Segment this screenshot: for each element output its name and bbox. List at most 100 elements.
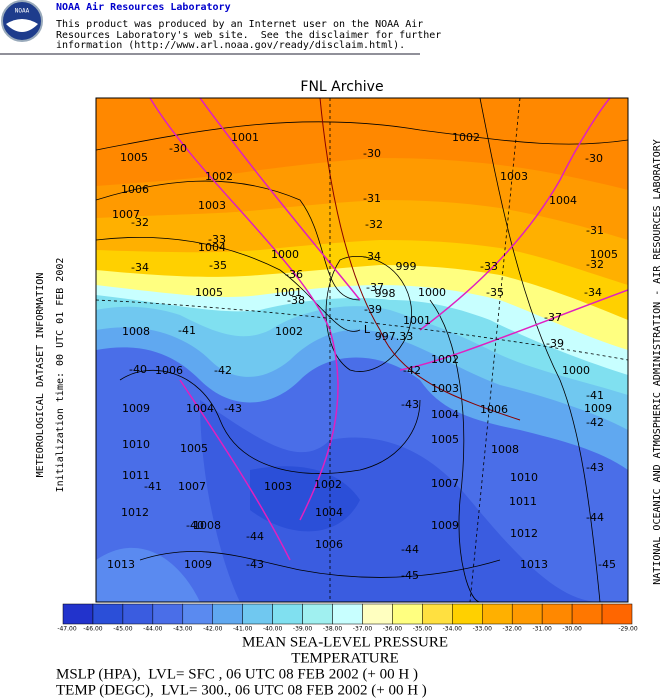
contour-label: -34	[363, 250, 381, 263]
colorbar-swatch	[62, 603, 94, 625]
contour-label: -43	[246, 558, 264, 571]
contour-label: 1003	[198, 199, 226, 212]
contour-label: -35	[486, 286, 504, 299]
contour-label: 1001	[231, 131, 259, 144]
side-label: Initialization time: 00 UTC 01 FEB 2002	[55, 258, 66, 493]
header-line: This product was produced by an Internet…	[56, 19, 423, 30]
contour-label: -31	[363, 192, 381, 205]
colorbar-label: -37.00	[353, 626, 373, 633]
contour-label: -45	[598, 558, 616, 571]
colorbar-label: -45.00	[113, 626, 133, 633]
colorbar-label: -31.00	[532, 626, 552, 633]
contour-label: -30	[585, 152, 603, 165]
contour-label: -37	[366, 281, 384, 294]
contour-label: -44	[586, 511, 604, 524]
contour-label: -42	[586, 416, 604, 429]
contour-label: 1002	[431, 353, 459, 366]
contour-label: 1010	[510, 471, 538, 484]
colorbar-swatch	[242, 603, 273, 625]
contour-label: 1004	[186, 402, 214, 415]
contour-label: 1004	[549, 194, 577, 207]
contour-label: 1008	[122, 325, 150, 338]
contour-label: 1009	[431, 519, 459, 532]
contour-label: 1008	[491, 443, 519, 456]
contour-label: L	[364, 323, 371, 336]
colorbar-label: -40.00	[263, 626, 283, 633]
contour-label: 1004	[431, 408, 459, 421]
contour-label: -35	[209, 259, 227, 272]
contour-label: 1005	[195, 286, 223, 299]
colorbar-label: -32.00	[503, 626, 523, 633]
logo: NOAA	[1, 0, 43, 42]
colorbar-swatch	[601, 603, 633, 625]
contour-label: 1006	[315, 538, 343, 551]
colorbar-swatch	[332, 603, 363, 625]
colorbar-label: -46.00	[83, 626, 103, 633]
contour-label: 1000	[562, 364, 590, 377]
contour-label: -44	[401, 543, 419, 556]
contour-label: 1002	[275, 325, 303, 338]
contour-label: 1007	[178, 480, 206, 493]
colorbar-label: -43.00	[173, 626, 193, 633]
contour-label: 1001	[403, 314, 431, 327]
contour-label: -42	[214, 364, 232, 377]
contour-label: 1008	[193, 519, 221, 532]
colorbar-label: -38.00	[323, 626, 343, 633]
contour-labels: 1001-3010051002100610031007-32-331004100…	[107, 131, 618, 582]
contour-label: -32	[131, 216, 149, 229]
contour-label: 1009	[584, 402, 612, 415]
colorbar-swatch	[511, 603, 543, 625]
contour-label: 1012	[121, 506, 149, 519]
header-line: Resources Laboratory's web site. See the…	[56, 30, 441, 41]
contour-label: 1010	[122, 438, 150, 451]
colorbar-label: -47.00	[57, 626, 77, 633]
colorbar-swatch	[182, 603, 213, 625]
contour-label: -40	[186, 519, 204, 532]
colorbar-label: -42.00	[203, 626, 223, 633]
colorbar-swatch	[272, 603, 303, 625]
colorbar-swatch	[152, 603, 184, 625]
contour-label: -34	[584, 286, 602, 299]
side-label: METEOROLOGICAL DATASET INFORMATION	[35, 273, 46, 478]
colorbar-swatch	[392, 603, 423, 625]
contour-label: -43	[401, 398, 419, 411]
contour-label: -32	[365, 218, 383, 231]
contour-label: -43	[224, 402, 242, 415]
footer-line: TEMPERATURE	[291, 650, 399, 666]
contour-label: -42	[403, 364, 421, 377]
contour-label: -30	[363, 147, 381, 160]
contour-label: 1002	[314, 478, 342, 491]
colorbar-label: -39.00	[293, 626, 313, 633]
colorbar-label: -30.00	[562, 626, 582, 633]
contour-label: -32	[586, 258, 604, 271]
contour-label: -38	[287, 294, 305, 307]
contour-label: 1005	[431, 433, 459, 446]
map-field	[95, 97, 629, 603]
colorbar-swatch	[571, 603, 603, 625]
footer-line: TEMP (DEGC), LVL= 300., 06 UTC 08 FEB 20…	[56, 682, 427, 698]
contour-label: 1003	[431, 382, 459, 395]
footer-line: MSLP (HPA), LVL= SFC , 06 UTC 08 FEB 200…	[56, 666, 418, 682]
contour-label: 1011	[509, 495, 537, 508]
contour-label: -44	[246, 530, 264, 543]
contour-label: -30	[169, 142, 187, 155]
contour-label: 1000	[271, 248, 299, 261]
contour-label: -39	[364, 303, 382, 316]
contour-label: -40	[129, 363, 147, 376]
colorbar-label: -41.00	[233, 626, 253, 633]
contour-label: 1001	[274, 286, 302, 299]
contour-label: 1011	[122, 469, 150, 482]
contour-label: 1005	[590, 248, 618, 261]
contour-label: -36	[285, 268, 303, 281]
contour-label: 1009	[122, 402, 150, 415]
colorbar: -47.00 -46.00 -45.00 -44.00 -43.00 -42.00 -41.…	[57, 603, 638, 633]
contour-label: 999	[396, 260, 417, 273]
contour-label: 1012	[510, 527, 538, 540]
contour-label: -41	[586, 389, 604, 402]
contour-label: 1003	[500, 170, 528, 183]
header-title[interactable]: NOAA Air Resources Laboratory	[56, 1, 231, 13]
contour-label: -34	[131, 261, 149, 274]
contour-label: 1006	[121, 183, 149, 196]
colorbar-label: -44.00	[143, 626, 163, 633]
